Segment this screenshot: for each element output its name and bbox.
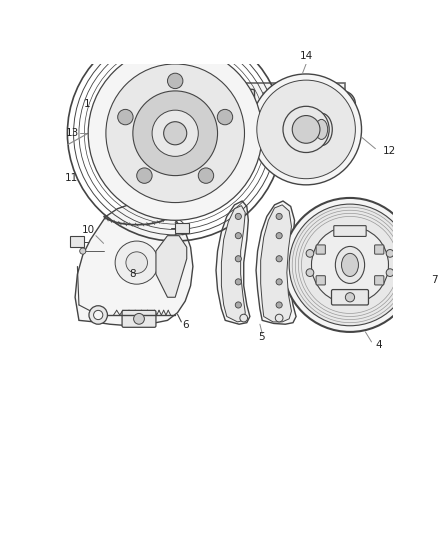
Polygon shape xyxy=(75,203,193,326)
Bar xyxy=(110,83,345,126)
FancyBboxPatch shape xyxy=(374,276,384,285)
FancyBboxPatch shape xyxy=(334,225,366,237)
FancyBboxPatch shape xyxy=(316,245,325,254)
Circle shape xyxy=(386,249,394,257)
Text: 14: 14 xyxy=(300,51,313,61)
Polygon shape xyxy=(256,201,296,324)
Circle shape xyxy=(164,122,187,145)
Circle shape xyxy=(129,97,143,111)
Circle shape xyxy=(251,74,361,185)
Text: 6: 6 xyxy=(145,188,152,198)
Bar xyxy=(70,237,84,247)
Polygon shape xyxy=(221,206,245,322)
Circle shape xyxy=(237,137,244,145)
Circle shape xyxy=(386,269,394,277)
Circle shape xyxy=(137,168,152,183)
Ellipse shape xyxy=(311,113,332,146)
Circle shape xyxy=(224,97,239,112)
Ellipse shape xyxy=(336,246,364,284)
Circle shape xyxy=(292,116,320,143)
Circle shape xyxy=(106,64,244,203)
Circle shape xyxy=(80,248,86,254)
Circle shape xyxy=(118,109,133,125)
Circle shape xyxy=(257,80,355,179)
Circle shape xyxy=(235,256,241,262)
Text: 6: 6 xyxy=(182,320,188,330)
Circle shape xyxy=(208,84,213,88)
Circle shape xyxy=(276,232,282,239)
Circle shape xyxy=(183,94,203,114)
Circle shape xyxy=(133,91,218,175)
Text: 12: 12 xyxy=(383,146,396,156)
Ellipse shape xyxy=(315,119,328,140)
Bar xyxy=(310,96,319,112)
Text: 8: 8 xyxy=(130,269,136,279)
Circle shape xyxy=(276,256,282,262)
Circle shape xyxy=(306,249,314,257)
Text: 2: 2 xyxy=(209,124,215,134)
Circle shape xyxy=(228,101,235,109)
Text: 1: 1 xyxy=(84,99,91,109)
Circle shape xyxy=(339,100,346,108)
Circle shape xyxy=(167,73,183,88)
FancyBboxPatch shape xyxy=(374,245,384,254)
FancyBboxPatch shape xyxy=(122,310,156,327)
Circle shape xyxy=(235,279,241,285)
Bar xyxy=(321,94,336,114)
Bar xyxy=(175,223,189,233)
FancyBboxPatch shape xyxy=(332,289,368,305)
Circle shape xyxy=(235,213,241,220)
Circle shape xyxy=(88,46,262,220)
Circle shape xyxy=(283,198,417,332)
Text: 3: 3 xyxy=(253,132,259,142)
Ellipse shape xyxy=(162,90,177,96)
Circle shape xyxy=(94,310,103,320)
Text: 5: 5 xyxy=(258,332,265,342)
Text: 9: 9 xyxy=(166,265,173,276)
Ellipse shape xyxy=(321,111,336,117)
Circle shape xyxy=(126,252,148,273)
Circle shape xyxy=(289,204,411,326)
Circle shape xyxy=(336,97,349,111)
Circle shape xyxy=(217,109,233,125)
FancyBboxPatch shape xyxy=(208,90,254,120)
Circle shape xyxy=(187,99,198,109)
Circle shape xyxy=(346,293,355,302)
Circle shape xyxy=(134,313,145,324)
Bar xyxy=(162,93,177,115)
Circle shape xyxy=(152,110,198,156)
Circle shape xyxy=(122,90,150,118)
Circle shape xyxy=(89,306,107,324)
Circle shape xyxy=(235,302,241,308)
Circle shape xyxy=(276,314,283,322)
Circle shape xyxy=(297,90,307,101)
Circle shape xyxy=(276,279,282,285)
FancyBboxPatch shape xyxy=(316,276,325,285)
Ellipse shape xyxy=(162,112,177,118)
Polygon shape xyxy=(216,201,250,324)
Circle shape xyxy=(198,168,214,183)
Polygon shape xyxy=(156,236,187,297)
Circle shape xyxy=(235,232,241,239)
Text: 11: 11 xyxy=(65,173,78,183)
Ellipse shape xyxy=(342,253,358,277)
Circle shape xyxy=(311,227,389,303)
Text: 13: 13 xyxy=(66,128,79,138)
Circle shape xyxy=(132,100,140,108)
Circle shape xyxy=(276,302,282,308)
Circle shape xyxy=(276,213,282,220)
Circle shape xyxy=(329,91,355,117)
Text: 11: 11 xyxy=(182,175,195,185)
Polygon shape xyxy=(261,205,291,322)
Text: 10: 10 xyxy=(81,224,95,235)
Circle shape xyxy=(306,269,314,277)
Text: 4: 4 xyxy=(376,340,382,350)
Ellipse shape xyxy=(321,91,336,97)
Circle shape xyxy=(115,241,158,284)
Text: 7: 7 xyxy=(431,276,438,285)
Circle shape xyxy=(283,106,329,152)
Circle shape xyxy=(228,88,234,94)
Circle shape xyxy=(240,314,247,322)
